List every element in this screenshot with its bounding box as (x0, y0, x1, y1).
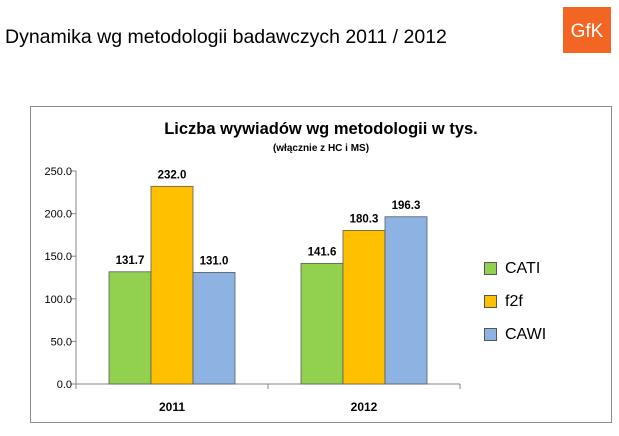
y-tick-label: 200.0 (44, 209, 72, 221)
chart-subtitle: (włącznie z HC i MS) (272, 143, 370, 154)
y-tick-label: 150.0 (44, 251, 72, 263)
data-label-cawi-2012: 196.3 (392, 200, 421, 212)
legend-swatch-cati (484, 262, 497, 275)
bar-cati-2012 (300, 262, 344, 385)
bar-f2f-2012 (342, 229, 386, 385)
bar-cati-2011 (108, 271, 152, 385)
page-title: Dynamika wg metodologii badawczych 2011 … (5, 26, 447, 48)
legend-label-f2f: f2f (505, 292, 523, 310)
bar-cawi-2011 (192, 271, 236, 385)
chart-title: Liczba wywiadów wg metodologii w tys. (164, 120, 478, 138)
logo-text: GfK (571, 21, 604, 42)
legend-item-f2f: f2f (484, 285, 584, 318)
y-tick-label: 0.0 (57, 379, 72, 391)
x-tick-label-2011: 2011 (159, 400, 185, 414)
data-label-f2f-2012: 180.3 (350, 213, 379, 225)
x-tick-label-2012: 2012 (351, 400, 378, 414)
data-label-f2f-2011: 232.0 (158, 169, 187, 181)
legend-swatch-cawi (484, 328, 497, 341)
legend-label-cati: CATI (505, 259, 541, 277)
gfk-logo: GfK (563, 7, 611, 53)
data-label-cati-2011: 131.7 (116, 255, 145, 267)
chart-legend: CATI f2f CAWI (484, 252, 584, 351)
y-tick-label: 250.0 (44, 166, 72, 178)
bar-cawi-2012 (384, 216, 428, 385)
data-label-cati-2012: 141.6 (308, 246, 337, 258)
legend-item-cati: CATI (484, 252, 584, 285)
logo-background (563, 7, 611, 53)
data-label-cawi-2011: 131.0 (200, 255, 229, 267)
legend-label-cawi: CAWI (505, 325, 547, 343)
y-tick-label: 100.0 (44, 294, 72, 306)
y-tick-label: 50.0 (51, 336, 72, 348)
legend-item-cawi: CAWI (484, 318, 584, 351)
legend-swatch-f2f (484, 295, 497, 308)
bar-f2f-2011 (150, 185, 194, 385)
